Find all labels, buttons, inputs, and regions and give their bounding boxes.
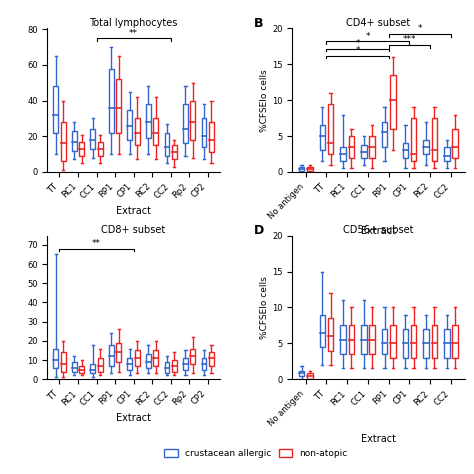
Bar [54,86,58,133]
Text: D: D [254,224,264,237]
Text: **: ** [92,239,101,248]
Bar [369,136,375,157]
X-axis label: Extract: Extract [116,413,151,423]
Bar [209,122,214,152]
Bar [390,75,396,129]
Bar [369,326,375,354]
Bar [146,104,151,138]
Bar [72,362,77,372]
Bar [116,79,121,133]
Bar [61,352,65,372]
Bar [423,329,429,358]
Bar [154,118,158,145]
Bar [328,104,333,154]
Text: *: * [356,39,360,48]
Bar [109,69,114,133]
Bar [299,371,304,376]
Bar [98,358,103,372]
Y-axis label: %CFSElo cells: %CFSElo cells [260,276,269,339]
Bar [349,326,354,354]
X-axis label: Extract: Extract [116,206,151,216]
Bar [91,364,95,374]
Bar [201,118,206,147]
Bar [307,167,312,171]
Bar [307,374,312,379]
Bar [453,326,458,358]
Bar [411,326,416,358]
Legend: crustacean allergic, non-atopic: crustacean allergic, non-atopic [164,449,347,458]
Y-axis label: %CFSElo cells: %CFSElo cells [260,69,269,132]
Bar [361,326,366,354]
Bar [340,326,346,354]
Title: CD8+ subset: CD8+ subset [101,225,166,235]
Bar [191,100,195,140]
Bar [79,366,84,374]
Bar [154,350,158,366]
Bar [191,348,195,364]
Bar [164,362,169,374]
Bar [340,147,346,161]
Bar [402,143,408,157]
Bar [72,131,77,151]
Bar [98,142,103,156]
Bar [183,104,188,144]
Bar [382,122,387,147]
Bar [109,345,114,366]
Bar [146,354,151,368]
X-axis label: Extract: Extract [361,226,396,237]
Text: *: * [418,24,422,33]
Bar [183,358,188,370]
Bar [299,167,304,171]
Bar [61,122,65,161]
Bar [91,129,95,149]
Bar [402,329,408,358]
Bar [390,326,396,358]
Text: *: * [366,32,370,41]
Bar [361,145,366,157]
Bar [444,147,449,161]
Bar [79,142,84,156]
Bar [209,352,214,366]
Text: B: B [254,17,264,30]
Bar [444,329,449,358]
Bar [128,109,132,140]
Bar [319,125,325,150]
Bar [135,118,140,145]
Bar [128,358,132,370]
Bar [382,329,387,354]
Bar [328,318,333,351]
Text: ***: *** [403,35,416,44]
Bar [172,360,177,372]
Bar [54,348,58,368]
Bar [349,136,354,157]
Bar [172,145,177,159]
Bar [432,326,437,358]
Bar [423,140,429,154]
Text: *: * [356,46,360,55]
Bar [453,129,458,157]
Bar [201,358,206,370]
Title: CD56+ subset: CD56+ subset [343,225,414,235]
Text: **: ** [129,29,138,38]
Bar [116,343,121,362]
X-axis label: Extract: Extract [361,434,396,444]
Bar [164,133,169,156]
Title: Total lymphocytes: Total lymphocytes [90,18,178,27]
Bar [411,118,416,161]
Title: CD4+ subset: CD4+ subset [346,18,410,27]
Bar [432,118,437,161]
Bar [135,350,140,366]
Bar [319,315,325,347]
